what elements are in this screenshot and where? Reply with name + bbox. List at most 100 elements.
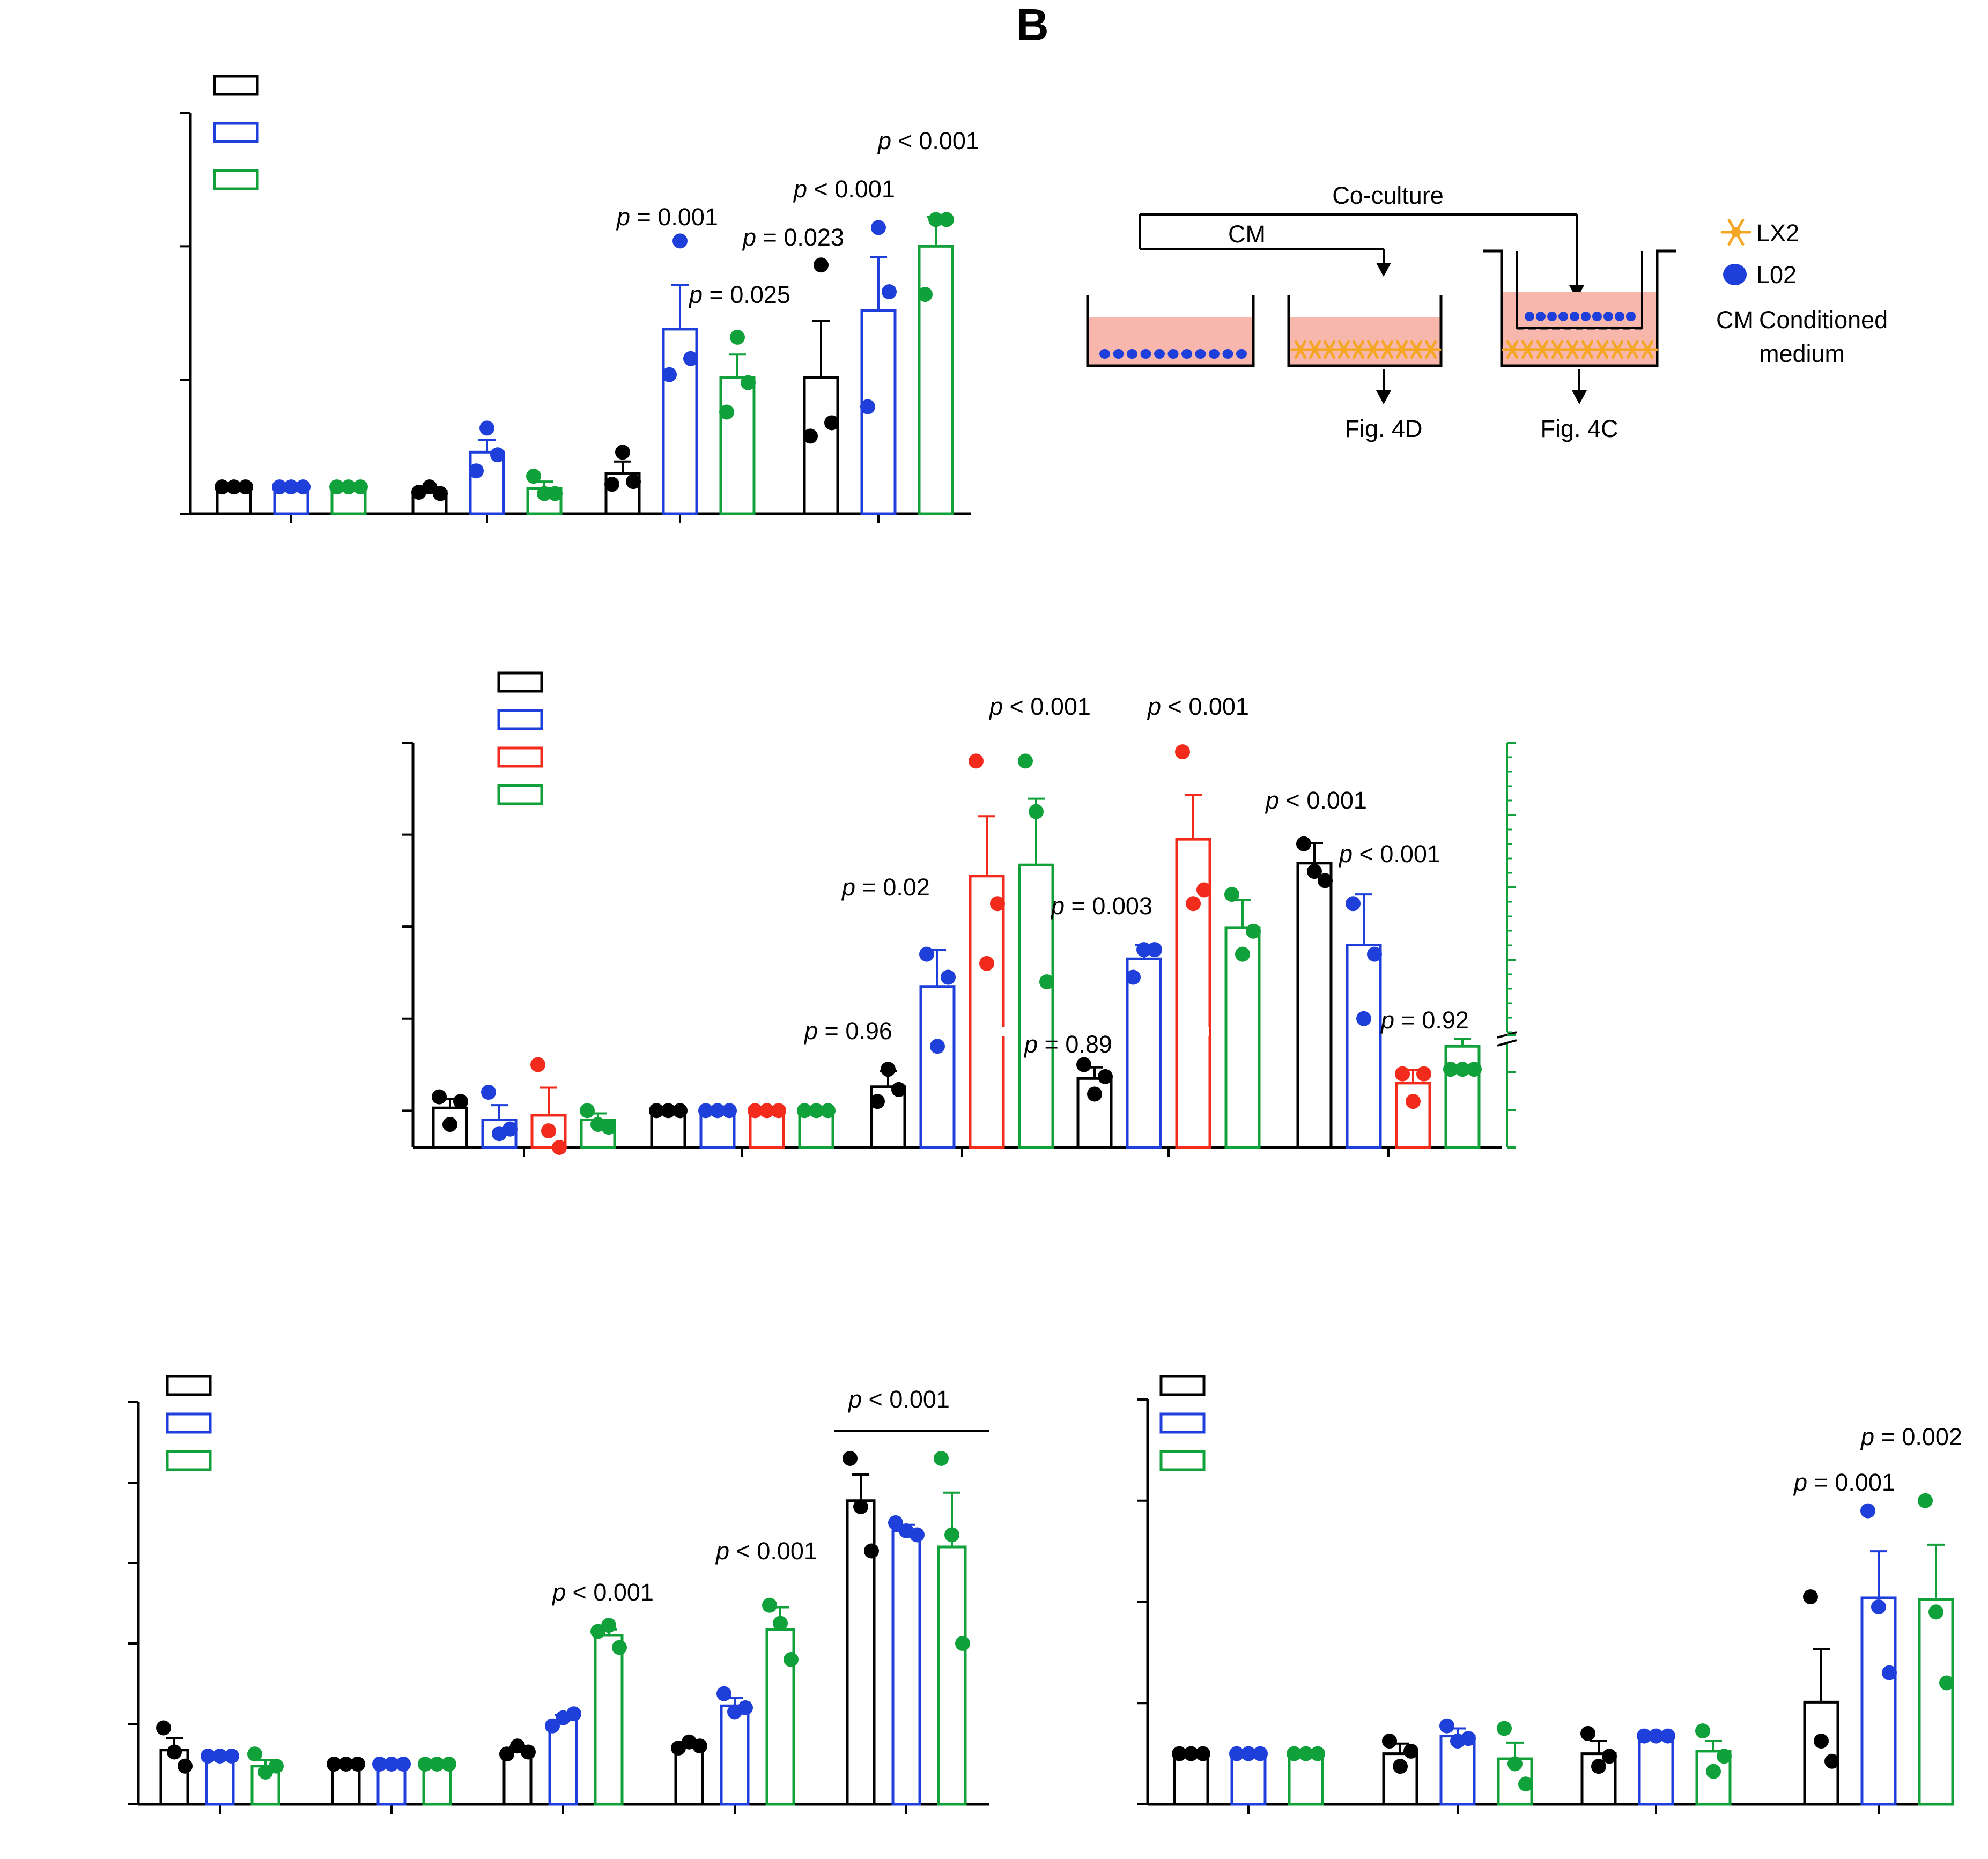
chart-e: p = 0.001 p = 0.002 bbox=[1137, 1375, 1962, 1814]
data-point bbox=[541, 1123, 556, 1139]
data-point bbox=[178, 1758, 193, 1774]
data-point bbox=[784, 1652, 799, 1667]
p-value-label: p = 0.025 bbox=[688, 281, 790, 308]
bar bbox=[1803, 1700, 1839, 1806]
l02-cell bbox=[1603, 312, 1613, 321]
culture-well bbox=[1086, 295, 1255, 367]
arrowhead bbox=[1376, 390, 1391, 404]
bar bbox=[1173, 1752, 1209, 1806]
l02-cell bbox=[1581, 312, 1591, 321]
lx2-cell-body bbox=[1644, 346, 1651, 353]
data-point bbox=[1860, 1503, 1875, 1519]
cm-label: CM bbox=[1228, 220, 1266, 248]
bar bbox=[1126, 957, 1162, 1149]
data-point bbox=[1695, 1723, 1710, 1739]
l02-cell bbox=[1113, 349, 1124, 359]
data-point bbox=[338, 1757, 353, 1772]
data-point bbox=[479, 420, 494, 436]
data-point bbox=[1175, 744, 1190, 760]
data-point bbox=[442, 1117, 457, 1132]
data-point bbox=[910, 1527, 925, 1543]
data-point bbox=[212, 1749, 227, 1764]
legend-swatch bbox=[213, 169, 259, 190]
bar-axis-break bbox=[995, 1027, 1008, 1036]
data-point bbox=[1467, 1062, 1482, 1077]
data-point bbox=[1253, 1746, 1268, 1761]
data-point bbox=[882, 284, 897, 300]
lx2-cell bbox=[1420, 340, 1442, 359]
p-value-label: p < 0.001 bbox=[793, 175, 895, 203]
data-point bbox=[372, 1757, 387, 1772]
data-point bbox=[871, 220, 886, 235]
p-value-label: p < 0.001 bbox=[715, 1537, 817, 1565]
legend-swatch bbox=[497, 709, 543, 730]
data-point bbox=[396, 1757, 411, 1772]
data-point bbox=[1507, 1756, 1523, 1772]
data-point bbox=[814, 257, 829, 273]
lx2-cell-body bbox=[1554, 346, 1561, 353]
chart-c: p = 0.96 p = 0.02 p < 0.001 p = 0.89 p = 0.0… bbox=[402, 671, 1517, 1157]
panel-label-b: B bbox=[1016, 0, 1049, 50]
data-point bbox=[1235, 946, 1250, 962]
data-point bbox=[1195, 1746, 1210, 1761]
lx2-cell-body bbox=[1312, 346, 1318, 353]
data-point bbox=[226, 479, 241, 495]
data-point bbox=[1803, 1589, 1818, 1605]
data-point bbox=[809, 1103, 824, 1119]
l02-cell bbox=[1195, 349, 1206, 359]
data-point bbox=[1246, 923, 1261, 939]
l02-cell bbox=[1167, 349, 1179, 359]
bar bbox=[594, 1634, 624, 1806]
data-point bbox=[710, 1103, 725, 1119]
data-point bbox=[238, 479, 253, 495]
data-point bbox=[762, 1597, 777, 1613]
data-point bbox=[1356, 1011, 1371, 1026]
bar bbox=[1230, 1752, 1267, 1806]
bar bbox=[1018, 863, 1054, 1149]
data-point bbox=[1918, 1493, 1933, 1508]
data-point bbox=[891, 1082, 906, 1097]
lx2-cell bbox=[1304, 340, 1326, 359]
lx2-cell-body bbox=[1384, 346, 1391, 353]
l02-cell bbox=[1127, 349, 1137, 359]
data-point bbox=[1497, 1721, 1512, 1736]
bar bbox=[1860, 1596, 1897, 1806]
data-point bbox=[604, 477, 619, 492]
lx2-cell-body bbox=[1731, 227, 1741, 238]
data-point bbox=[432, 1089, 447, 1105]
data-point bbox=[545, 1718, 560, 1734]
lx2-cell-body bbox=[1428, 346, 1434, 353]
data-point bbox=[930, 1039, 945, 1054]
data-point bbox=[1229, 1746, 1244, 1761]
bar bbox=[937, 1545, 967, 1806]
data-point bbox=[719, 404, 734, 420]
data-point bbox=[870, 1094, 885, 1109]
data-point bbox=[649, 1103, 664, 1119]
data-point bbox=[928, 212, 943, 227]
data-point bbox=[615, 445, 630, 460]
data-point bbox=[888, 1515, 903, 1530]
data-point bbox=[247, 1746, 262, 1762]
data-point bbox=[453, 1094, 468, 1109]
data-point bbox=[797, 1103, 812, 1119]
p-value-label: p = 0.001 bbox=[1793, 1469, 1895, 1496]
data-point bbox=[481, 1085, 496, 1100]
co-culture-cells bbox=[1502, 312, 1658, 359]
data-point bbox=[860, 399, 875, 414]
fig-4c-label: Fig. 4C bbox=[1540, 415, 1618, 442]
p-value-label: p = 0.96 bbox=[803, 1017, 892, 1045]
lx2-cell-body bbox=[1629, 346, 1636, 353]
l02-cell bbox=[1570, 312, 1579, 321]
data-point bbox=[1706, 1764, 1721, 1779]
bar bbox=[1296, 862, 1333, 1149]
data-point bbox=[469, 463, 484, 479]
legend-swatch bbox=[1159, 1412, 1206, 1434]
data-point bbox=[843, 1451, 858, 1466]
data-point bbox=[224, 1749, 239, 1764]
legend-cm-abbrev: CM bbox=[1716, 306, 1754, 334]
bar bbox=[1288, 1752, 1324, 1806]
data-point bbox=[1196, 882, 1211, 898]
l02-cell bbox=[1140, 349, 1151, 359]
data-point bbox=[1039, 974, 1054, 990]
